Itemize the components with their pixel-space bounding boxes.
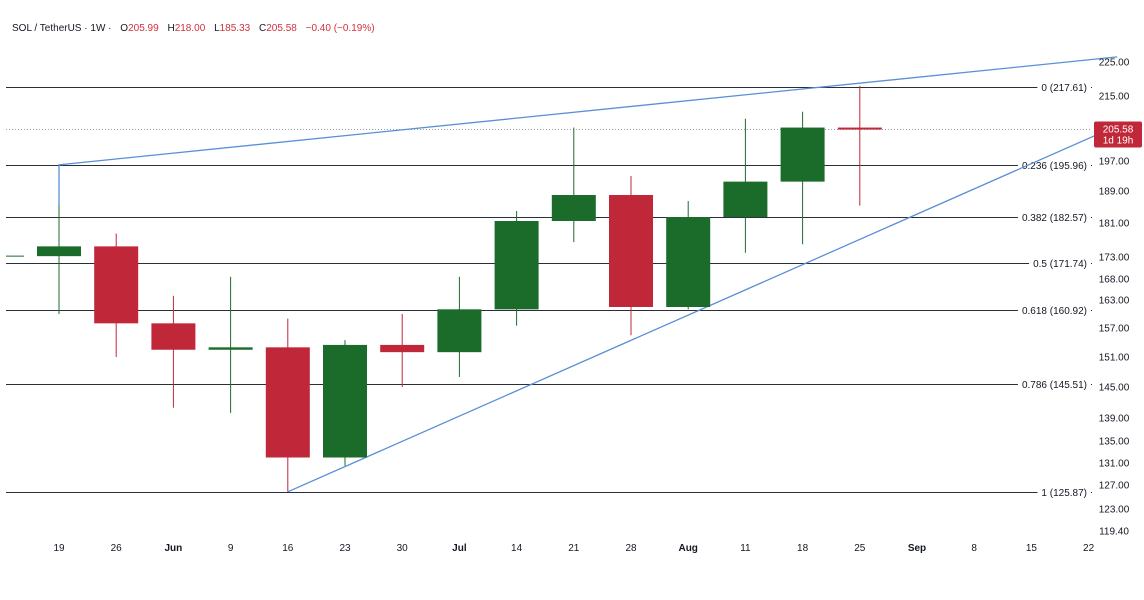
time-tick-label: 19	[53, 543, 65, 554]
fib-label-bg	[1017, 159, 1091, 172]
open-label: O	[120, 23, 129, 34]
time-tick-label: 23	[339, 543, 351, 554]
fib-level-label: 1 (125.87)	[1041, 488, 1087, 499]
time-tick-label: Sep	[908, 543, 926, 554]
candle-body[interactable]	[494, 221, 539, 310]
fib-level-label: 0.618 (160.92)	[1022, 306, 1087, 317]
trendline-lower[interactable]	[287, 125, 1118, 493]
fib-level-label: 0.382 (182.57)	[1022, 213, 1087, 224]
fib-level-label: 0.236 (195.96)	[1022, 161, 1087, 172]
candle-body[interactable]	[609, 195, 653, 307]
price-axis[interactable]: 225.00 215.00 197.00 189.00 181.00 173.00 168.…	[1099, 58, 1130, 538]
price-badge-countdown: 1d 19h	[1103, 136, 1134, 147]
time-tick-label: 11	[740, 543, 751, 554]
legend-separator: ·	[84, 23, 88, 34]
time-tick-label: 28	[625, 543, 637, 554]
time-tick-label: 14	[511, 543, 523, 554]
time-tick-label: 25	[854, 543, 866, 554]
price-tick-label: 163.00	[1099, 296, 1130, 307]
low-label: L	[214, 23, 220, 34]
close-label: C	[259, 23, 267, 34]
fib-level-label: 0.786 (145.51)	[1022, 380, 1087, 391]
fib-label-bg	[1029, 257, 1091, 270]
time-axis[interactable]: 19 26 Jun 9 16 23 30 Jul 14 21 28 Aug 11 18 25 Sep 8 15 22	[53, 543, 1094, 554]
time-tick-label: 22	[1083, 543, 1095, 554]
price-badge-bg	[1094, 121, 1142, 148]
interval-label[interactable]: 1W	[90, 23, 106, 34]
price-tick-label: 157.00	[1099, 324, 1130, 335]
time-tick-label: Jul	[452, 543, 467, 554]
price-tick-label: 135.00	[1099, 437, 1130, 448]
time-tick-label: 16	[282, 543, 294, 554]
time-tick-label: 26	[111, 543, 123, 554]
fib-label-bg	[1017, 211, 1091, 224]
candle-body[interactable]	[265, 347, 310, 458]
price-tick-label: 127.00	[1099, 481, 1130, 492]
candle-body[interactable]	[380, 344, 425, 353]
price-tick-label: 215.00	[1099, 92, 1130, 103]
last-price-badge: 205.58 1d 19h	[1094, 121, 1142, 148]
fib-label-bg	[1037, 81, 1091, 94]
candle-body[interactable]	[666, 217, 711, 307]
candle-body[interactable]	[837, 127, 882, 130]
chart-legend: SOL / TetherUS · 1W · O205.99 H218.00 L1…	[12, 23, 375, 34]
price-tick-label: 173.00	[1099, 253, 1130, 264]
candles[interactable]	[6, 85, 882, 492]
fibonacci-retracement[interactable]: 0 (217.61) 0.236 (195.96) 0.382 (182.57) 0.…	[6, 81, 1092, 500]
fib-label-bg	[1037, 486, 1091, 499]
candle-body[interactable]	[37, 246, 81, 257]
candle-body[interactable]	[208, 347, 253, 350]
price-tick-label: 151.00	[1099, 353, 1130, 364]
time-tick-label: Aug	[678, 543, 697, 554]
symbol-name[interactable]: SOL / TetherUS	[12, 23, 82, 34]
fib-level-label: 0.5 (171.74)	[1033, 259, 1087, 270]
legend-dot: ·	[108, 23, 112, 34]
time-tick-label: 8	[971, 543, 977, 554]
change-value: −0.40 (−0.19%)	[305, 23, 375, 34]
price-tick-label: 197.00	[1099, 157, 1130, 168]
trendline-upper[interactable]	[58, 56, 1118, 205]
price-tick-label: 131.00	[1099, 459, 1130, 470]
candle-body[interactable]	[780, 127, 825, 182]
price-tick-label: 145.00	[1099, 383, 1130, 394]
time-tick-label: 15	[1026, 543, 1038, 554]
low-value: 185.33	[219, 23, 251, 34]
time-tick-label: 30	[397, 543, 409, 554]
price-tick-label: 139.00	[1099, 414, 1130, 425]
time-tick-label: 9	[228, 543, 234, 554]
open-value: 205.99	[128, 23, 159, 34]
candle-body[interactable]	[723, 181, 768, 217]
candle-body[interactable]	[551, 195, 596, 221]
close-value: 205.58	[266, 23, 297, 34]
price-tick-label: 123.00	[1099, 505, 1130, 516]
price-tick-label: 189.00	[1099, 187, 1130, 198]
price-badge-value: 205.58	[1103, 125, 1134, 136]
price-tick-label: 181.00	[1099, 219, 1130, 230]
fib-label-bg	[1017, 304, 1091, 317]
candle-body[interactable]	[323, 344, 367, 458]
trendlines[interactable]	[58, 56, 1118, 493]
candle-body[interactable]	[437, 309, 482, 353]
high-label: H	[167, 23, 175, 34]
fib-level-label: 0 (217.61)	[1041, 83, 1087, 94]
candle-body[interactable]	[151, 323, 196, 350]
time-tick-label: Jun	[165, 543, 183, 554]
high-value: 218.00	[174, 23, 206, 34]
price-tick-label: 168.00	[1099, 275, 1130, 286]
time-tick-label: 18	[797, 543, 809, 554]
candle-body[interactable]	[94, 246, 139, 324]
fib-label-bg	[1017, 378, 1091, 391]
time-tick-label: 21	[568, 543, 580, 554]
price-tick-label: 225.00	[1099, 58, 1130, 69]
price-tick-label: 119.40	[1099, 527, 1129, 538]
